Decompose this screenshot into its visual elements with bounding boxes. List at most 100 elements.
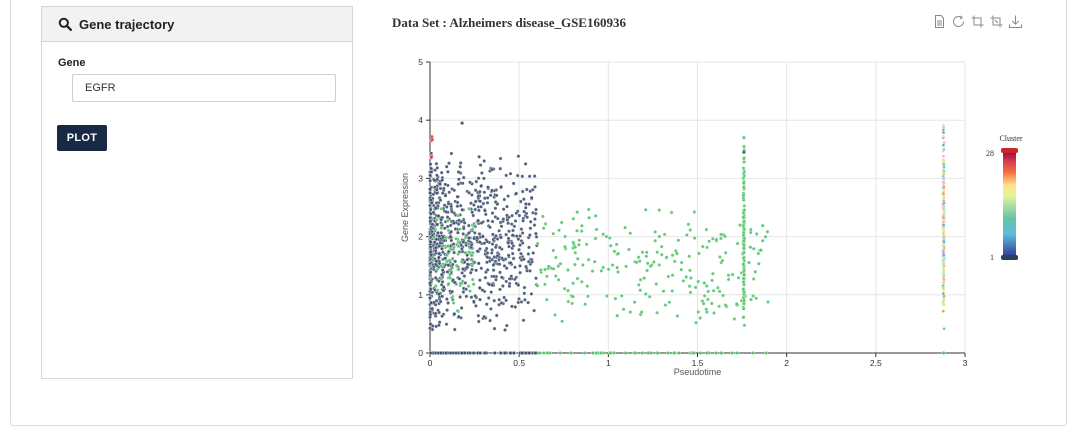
data-point-dark	[444, 210, 449, 214]
data-point-green	[655, 310, 659, 315]
data-point-green	[439, 225, 444, 230]
data-point-green	[605, 294, 609, 298]
data-point-dark	[428, 215, 433, 220]
data-point-green	[742, 156, 746, 161]
data-point-green	[571, 281, 575, 286]
data-point-dark	[440, 314, 444, 318]
data-point-dark	[492, 274, 497, 279]
data-point-dark	[489, 290, 494, 294]
data-point-mixed	[941, 123, 946, 128]
data-point-green	[666, 351, 670, 355]
data-point-dark	[449, 151, 454, 156]
data-point-dark	[485, 260, 489, 265]
data-point-green	[545, 351, 550, 355]
data-point-green	[575, 256, 580, 261]
data-point-dark	[458, 295, 462, 299]
data-point-dark	[437, 255, 441, 260]
data-point-dark	[479, 266, 484, 271]
data-point-dark	[504, 298, 508, 303]
legend-handle-max[interactable]	[1001, 148, 1018, 153]
data-point-green	[700, 244, 705, 249]
data-point-dark	[506, 253, 511, 258]
data-point-dark	[428, 351, 433, 355]
data-point-green	[741, 256, 746, 261]
data-point-dark	[452, 312, 457, 316]
y-tick-label: 2	[418, 232, 423, 242]
data-point-green	[662, 232, 667, 237]
gene-trajectory-panel: Gene trajectory Gene PLOT	[41, 6, 353, 379]
data-point-dark	[442, 203, 447, 208]
data-point-dark	[485, 200, 490, 205]
data-point-dark	[450, 262, 455, 267]
data-point-dark	[527, 202, 531, 207]
data-point-dark	[529, 292, 534, 296]
data-point-dark	[520, 189, 525, 194]
data-point-green	[446, 281, 451, 286]
data-point-dark	[506, 194, 510, 198]
data-point-green	[749, 297, 753, 302]
data-point-green	[681, 279, 686, 283]
data-point-green	[601, 232, 606, 237]
zoom-reset-icon[interactable]	[989, 14, 1004, 29]
data-point-green	[667, 300, 672, 305]
data-point-green	[642, 276, 647, 280]
data-point-dark	[447, 190, 452, 195]
data-point-mixed	[942, 265, 946, 270]
data-point-green	[638, 277, 643, 282]
x-tick-label: 3	[963, 358, 968, 368]
data-point-green	[445, 259, 449, 264]
zoom-icon[interactable]	[970, 14, 985, 29]
download-icon[interactable]	[1008, 14, 1023, 29]
data-point-green	[729, 351, 734, 355]
data-point-green	[742, 236, 747, 241]
data-point-dark	[528, 219, 533, 224]
data-point-dark	[492, 351, 497, 355]
data-point-green	[469, 253, 474, 258]
gene-input[interactable]	[72, 74, 336, 102]
data-point-green	[675, 314, 680, 318]
data-point-green	[601, 265, 605, 270]
data-point-green	[560, 319, 564, 324]
legend-color-bar	[1003, 151, 1016, 257]
data-point-dark	[486, 296, 491, 300]
data-view-icon[interactable]	[932, 14, 947, 29]
data-point-green	[613, 296, 618, 301]
data-point-dark	[452, 327, 457, 332]
data-point-dark	[445, 308, 449, 312]
data-point-green	[445, 218, 450, 223]
data-point-dark	[477, 232, 482, 236]
data-point-green	[612, 249, 617, 254]
data-point-dark	[533, 351, 538, 355]
data-point-green	[653, 238, 658, 243]
data-point-dark	[520, 351, 524, 355]
plot-button[interactable]: PLOT	[57, 125, 107, 151]
data-point-dark	[434, 259, 439, 263]
data-point-green	[742, 174, 747, 178]
data-point-green	[659, 252, 664, 257]
data-point-dark	[527, 245, 531, 250]
data-point-green	[587, 215, 591, 220]
legend-handle-min[interactable]	[1001, 255, 1018, 260]
data-point-green	[570, 301, 575, 306]
data-point-dark	[483, 208, 487, 213]
data-point-green	[738, 223, 742, 227]
data-point-green	[688, 228, 693, 232]
data-point-green	[643, 207, 648, 212]
data-point-dark	[476, 261, 481, 266]
data-point-dark	[485, 196, 490, 200]
data-point-dark	[430, 327, 435, 332]
data-point-dark	[457, 218, 461, 223]
data-point-dark	[519, 227, 524, 231]
data-point-green	[717, 289, 722, 294]
data-point-green	[661, 289, 666, 294]
data-point-dark	[428, 281, 432, 286]
data-point-green	[599, 351, 603, 355]
data-point-dark	[484, 302, 489, 307]
data-point-dark	[476, 176, 481, 181]
data-point-green	[470, 227, 475, 232]
data-point-green	[754, 232, 759, 236]
data-point-dark	[499, 224, 504, 229]
chart-toolbar	[932, 14, 1023, 29]
restore-icon[interactable]	[951, 14, 966, 29]
data-point-dark	[494, 313, 499, 318]
